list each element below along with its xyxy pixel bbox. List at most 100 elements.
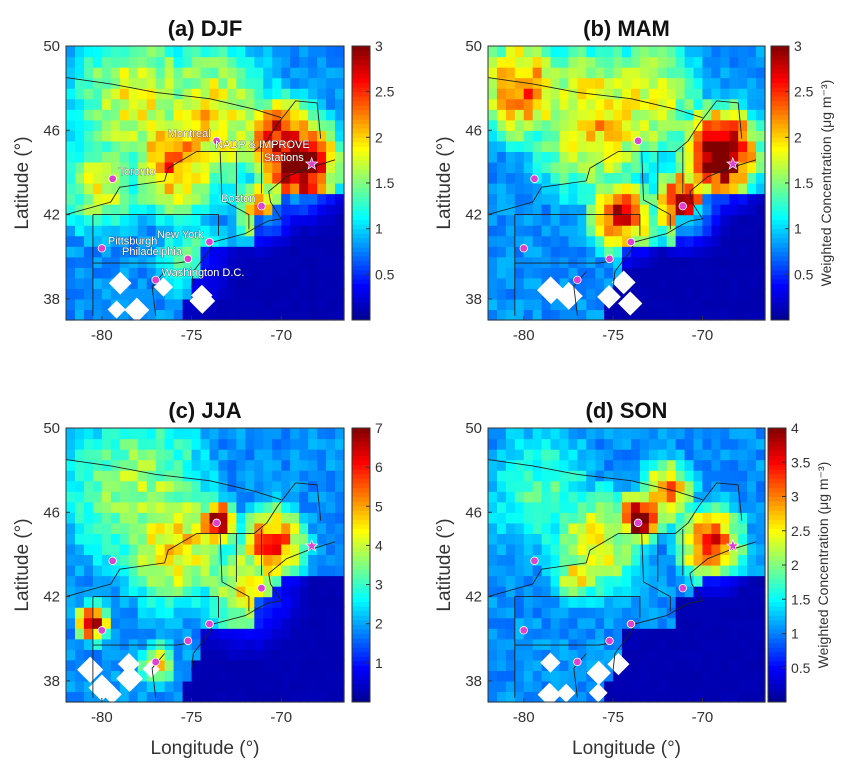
field-cell xyxy=(657,575,668,587)
field-cell xyxy=(200,256,211,268)
field-cell xyxy=(756,193,766,205)
field-cell xyxy=(550,109,561,121)
field-cell xyxy=(290,288,300,300)
field-cell xyxy=(209,628,220,640)
field-cell xyxy=(577,638,587,650)
field-cell xyxy=(128,628,139,640)
field-cell xyxy=(523,659,534,671)
field-cell xyxy=(613,565,623,577)
field-cell xyxy=(66,77,76,89)
field-cell xyxy=(550,628,561,640)
colorbar-segment xyxy=(352,164,370,170)
city-label: Philadelphia xyxy=(122,246,183,258)
field-cell xyxy=(675,151,686,163)
field-cell xyxy=(66,491,76,503)
field-cell xyxy=(756,109,766,121)
field-cell xyxy=(191,501,202,513)
field-cell xyxy=(675,267,686,279)
field-cell xyxy=(693,649,704,661)
field-cell xyxy=(711,140,721,152)
field-cell xyxy=(101,596,112,608)
field-cell xyxy=(119,119,130,131)
field-cell xyxy=(218,428,229,440)
field-cell xyxy=(308,88,318,100)
field-cell xyxy=(155,617,166,629)
field-cell xyxy=(66,628,76,640)
field-cell xyxy=(729,512,739,524)
field-cell xyxy=(613,638,623,650)
field-cell xyxy=(326,77,336,89)
field-cell xyxy=(128,501,139,513)
colorbar-tick-label: 3.5 xyxy=(791,454,811,470)
field-cell xyxy=(657,586,668,598)
colorbar-segment xyxy=(352,674,370,680)
field-cell xyxy=(110,204,121,216)
field-cell xyxy=(756,480,766,492)
field-cell xyxy=(245,288,255,300)
field-cell xyxy=(639,98,650,110)
field-cell xyxy=(146,67,157,79)
field-cell xyxy=(290,46,300,58)
field-cell xyxy=(164,638,175,650)
field-cell xyxy=(146,565,157,577)
field-cell xyxy=(137,659,148,671)
field-cell xyxy=(514,638,525,650)
field-cell xyxy=(488,628,498,640)
field-cell xyxy=(308,617,318,629)
field-cell xyxy=(488,130,498,142)
field-cell xyxy=(101,480,112,492)
field-cell xyxy=(523,565,534,577)
field-cell xyxy=(317,649,327,661)
field-cell xyxy=(586,288,596,300)
field-cell xyxy=(711,172,721,184)
field-cell xyxy=(505,596,516,608)
field-cell xyxy=(577,109,587,121)
field-cell xyxy=(155,288,166,300)
field-cell xyxy=(648,140,659,152)
field-cell xyxy=(586,109,596,121)
field-cell xyxy=(74,565,85,577)
field-cell xyxy=(254,193,264,205)
field-cell xyxy=(326,151,336,163)
field-cell xyxy=(738,298,748,311)
field-cell xyxy=(308,151,318,163)
field-cell xyxy=(747,501,757,513)
field-cell xyxy=(595,596,605,608)
field-cell xyxy=(227,256,237,268)
field-cell xyxy=(128,480,139,492)
colorbar-segment xyxy=(352,569,370,575)
field-cell xyxy=(191,628,202,640)
field-cell xyxy=(684,204,695,216)
field-cell xyxy=(702,543,712,556)
field-cell xyxy=(191,214,202,226)
field-cell xyxy=(308,277,318,289)
field-cell xyxy=(200,533,211,545)
field-cell xyxy=(550,543,561,556)
field-cell xyxy=(290,267,300,279)
field-cell xyxy=(326,501,336,513)
field-cell xyxy=(137,172,148,184)
field-cell xyxy=(496,649,507,661)
field-cell xyxy=(595,88,605,100)
field-cell xyxy=(137,88,148,100)
field-cell xyxy=(684,554,695,566)
field-cell xyxy=(263,565,273,577)
field-cell xyxy=(568,691,578,703)
field-cell xyxy=(290,691,300,703)
city-marker xyxy=(633,518,643,528)
field-cell xyxy=(738,225,748,237)
field-cell xyxy=(550,501,561,513)
field-cell xyxy=(666,659,677,671)
field-cell xyxy=(505,151,516,163)
field-cell xyxy=(747,470,757,482)
field-cell xyxy=(702,140,712,152)
field-cell xyxy=(335,193,345,205)
field-cell xyxy=(290,183,300,195)
field-cell xyxy=(577,449,587,461)
field-cell xyxy=(523,575,534,587)
field-cell xyxy=(657,617,668,629)
field-cell xyxy=(532,98,543,110)
field-cell xyxy=(254,56,264,68)
field-cell xyxy=(505,161,516,174)
